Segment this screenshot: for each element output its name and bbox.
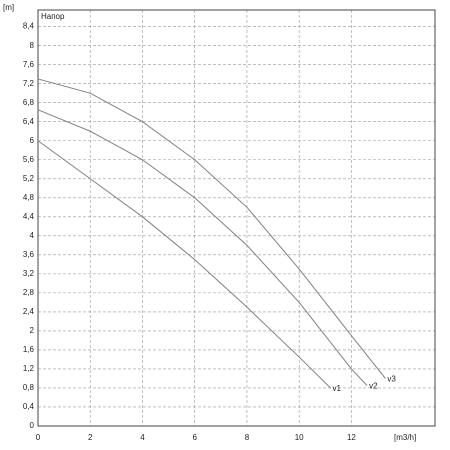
y-tick-label: 4,8 — [23, 193, 35, 202]
y-tick-label: 7,2 — [23, 79, 35, 88]
curve — [37, 78, 386, 379]
y-tick-label: 3,2 — [23, 269, 35, 278]
y-tick-label: 8,4 — [23, 22, 35, 31]
y-tick-label: 6,4 — [23, 117, 35, 126]
curve-label: v2 — [369, 382, 378, 391]
x-tick-label: 12 — [347, 433, 356, 442]
x-tick-label: 4 — [140, 433, 145, 442]
y-tick-label: 0,8 — [23, 383, 35, 392]
y-unit: [m] — [3, 3, 14, 12]
x-tick-label: 0 — [36, 433, 41, 442]
y-tick-label: 1,6 — [23, 345, 35, 354]
y-tick-label: 2,8 — [23, 288, 35, 297]
y-tick-label: 8 — [30, 41, 35, 50]
curve-label: v1 — [333, 384, 342, 393]
y-axis-label: Напор — [41, 12, 65, 21]
y-tick-label: 4 — [30, 231, 35, 240]
y-tick-label: 5,6 — [23, 155, 35, 164]
y-tick-label: 6 — [30, 136, 35, 145]
x-tick-label: 6 — [192, 433, 197, 442]
y-tick-label: 6,8 — [23, 98, 35, 107]
y-tick-label: 2,4 — [23, 307, 35, 316]
y-tick-label: 0,4 — [23, 402, 35, 411]
y-tick-label: 3,6 — [23, 250, 35, 259]
plot-frame — [37, 9, 436, 427]
curve — [37, 109, 368, 386]
curve — [37, 140, 331, 389]
y-tick-label: 7,6 — [23, 60, 35, 69]
y-tick-label: 5,2 — [23, 174, 35, 183]
x-tick-label: 8 — [245, 433, 250, 442]
y-tick-label: 1,2 — [23, 364, 35, 373]
x-tick-label: 10 — [295, 433, 304, 442]
y-tick-label: 0 — [30, 421, 35, 430]
x-unit: [m3/h] — [394, 433, 416, 442]
y-tick-label: 2 — [30, 326, 35, 335]
curve-label: v3 — [387, 375, 396, 384]
x-tick-label: 2 — [88, 433, 93, 442]
y-tick-label: 4,4 — [23, 212, 35, 221]
